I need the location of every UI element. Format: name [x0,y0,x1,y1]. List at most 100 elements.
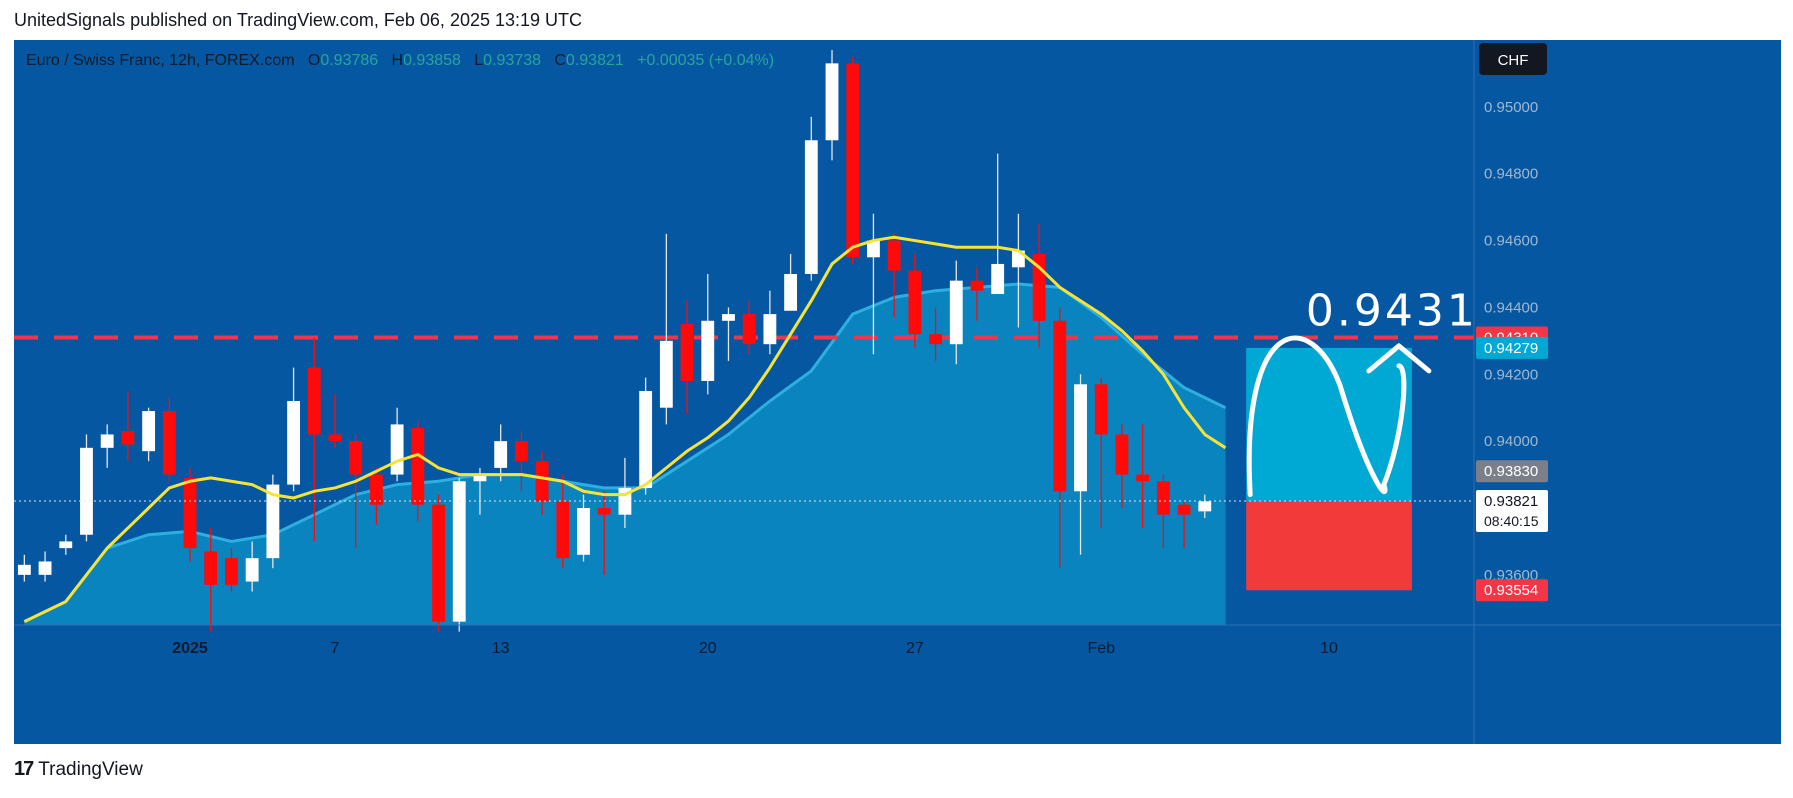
legend-close-label: C [554,52,566,69]
candle [639,377,653,495]
candle-body [742,314,756,345]
candle-body [680,324,694,381]
legend-low-label: L [474,52,484,69]
candle-body [1074,384,1087,492]
candle-body [17,564,31,575]
candle-body [908,270,922,335]
candle-body [349,441,363,475]
price-tick-label: 0.94800 [1484,166,1538,183]
tradingview-footer[interactable]: 17 TradingView [14,758,143,781]
candle-body [763,314,777,345]
candle [432,494,445,632]
legend-open-value: 0.93786 [320,52,379,69]
target-zone [1246,347,1412,501]
currency-button[interactable]: CHF [1498,52,1529,69]
candle-body [1094,384,1108,435]
candle [514,431,528,492]
candle [908,253,922,348]
candle-body [722,314,735,321]
candle [1094,377,1108,529]
tradingview-logo-icon: 17 [14,758,34,780]
candle-body [411,427,425,505]
candle [597,491,611,575]
candle [162,397,176,482]
target-price-annotation: 0.9431 [1306,286,1478,337]
prev-close-price-label-bg [1476,460,1548,483]
candle [183,467,197,562]
candle-body [142,411,156,452]
candle [577,494,590,562]
candle [949,260,963,365]
candle [328,394,342,448]
publish-header: UnitedSignals published on TradingView.c… [14,10,583,30]
candle [970,267,984,321]
candle-body [307,367,321,435]
candle-body [287,401,300,485]
candle [701,273,715,395]
candle [142,407,156,462]
candle-body [784,273,798,311]
price-axis-bg [1474,40,1781,744]
stop-price-label-bg [1476,579,1548,602]
time-tick-label: 20 [699,640,717,657]
candle-body [804,140,818,274]
candle [349,434,363,549]
stop-price-label: 0.93554 [1484,582,1538,599]
candle [1198,494,1212,519]
candle [225,548,238,592]
legend-high-label: H [391,52,404,69]
tradingview-brand: TradingView [38,758,143,780]
candle [659,233,673,425]
candle [722,307,735,361]
chart-area[interactable]: 0.95000 0.94800 0.94600 0.94400 0.94200 0.940… [14,40,1781,744]
candle [784,253,798,311]
candle [411,421,425,522]
candle-body [867,240,880,258]
candle-body [390,424,404,475]
candle [17,554,31,582]
candle [763,290,777,355]
candle-body [1198,501,1212,512]
candle [369,467,383,525]
candle-body [991,263,1005,295]
candle-body [929,334,942,345]
countdown-label: 08:40:15 [1484,513,1539,529]
target-price-label: 0.94279 [1484,340,1538,357]
candlestick-chart[interactable]: 0.95000 0.94800 0.94600 0.94400 0.94200 0.940… [14,40,1781,744]
candle-body [328,434,342,442]
candle-body [100,434,114,448]
legend-open-label: O [307,52,321,69]
candle [38,551,52,582]
candle-body [825,63,839,141]
candle [1156,474,1170,549]
price-tick-label: 0.94200 [1484,366,1538,383]
candle-body [432,504,445,622]
price-tick-label: 0.94000 [1484,433,1538,450]
legend-low-value: 0.93738 [483,52,542,69]
ema-line-layer [23,235,1227,624]
candle [1115,424,1129,508]
time-tick-label: 10 [1320,640,1338,657]
candle-body [452,481,466,622]
candle-body [556,501,570,559]
candle-body [266,484,280,559]
candle [307,337,321,542]
last-price-label-bg [1476,489,1548,532]
candle-body [121,431,135,445]
candle-body [639,390,653,488]
candle [204,528,218,632]
annotation-layer: 0.9431 [1246,286,1478,498]
candle-body [38,561,52,575]
currency-button-bg [1479,43,1547,75]
candle-body [597,507,611,515]
candle-body [659,340,673,408]
ema-line [23,235,1227,624]
candle [287,367,300,492]
candle [556,474,570,569]
candle [266,474,280,569]
time-tick-label: 7 [331,640,340,657]
candle-body [473,474,487,482]
candle-body [701,320,715,381]
candle-body [1115,434,1129,475]
candle-body [846,63,860,258]
